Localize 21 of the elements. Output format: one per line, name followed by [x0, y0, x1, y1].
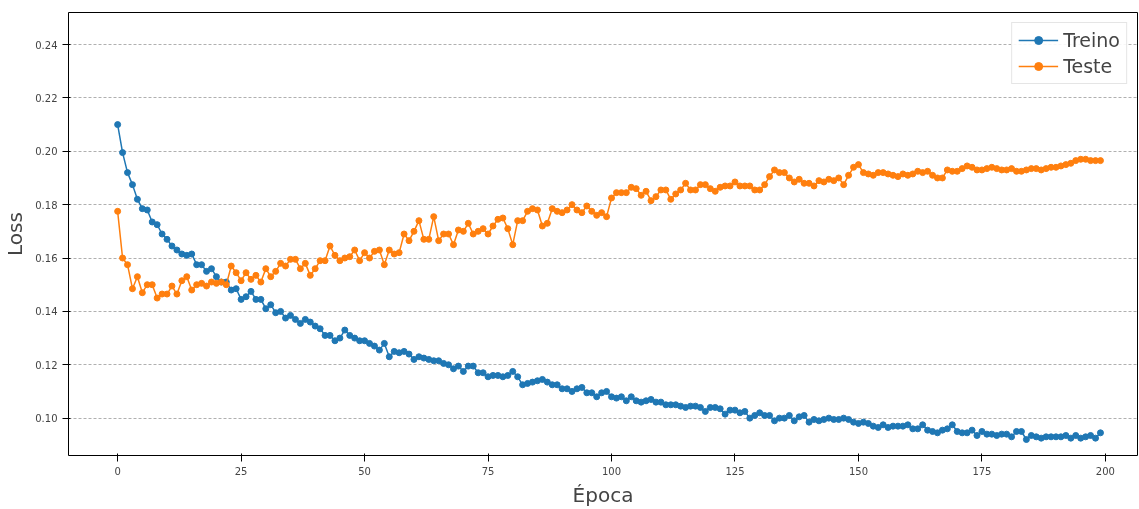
- y-tick-label: 0.22: [35, 92, 58, 104]
- x-tick-label: 75: [481, 465, 495, 477]
- x-tick-label: 50: [358, 465, 371, 477]
- x-tick-label: 200: [1095, 465, 1115, 477]
- y-tick-label: 0.20: [35, 146, 58, 158]
- y-tick-label: 0.12: [35, 359, 58, 371]
- x-tick-label: 100: [601, 465, 622, 477]
- x-tick-label: 175: [972, 465, 992, 477]
- x-tick-label: 0: [114, 465, 121, 477]
- y-axis-title: Loss: [3, 212, 28, 256]
- x-tick-label: 150: [848, 465, 869, 477]
- y-tick-label: 0.10: [35, 413, 58, 425]
- y-tick-label: 0.18: [35, 199, 58, 211]
- legend-label: Teste: [1063, 55, 1113, 77]
- x-tick-label: 125: [725, 465, 745, 477]
- y-tick-label: 0.16: [35, 253, 58, 265]
- y-tick-label: 0.24: [35, 39, 58, 51]
- x-axis-title: Época: [572, 482, 634, 507]
- x-tick-label: 25: [234, 465, 248, 477]
- legend-label: Treino: [1063, 29, 1120, 51]
- y-tick-label: 0.14: [35, 306, 58, 318]
